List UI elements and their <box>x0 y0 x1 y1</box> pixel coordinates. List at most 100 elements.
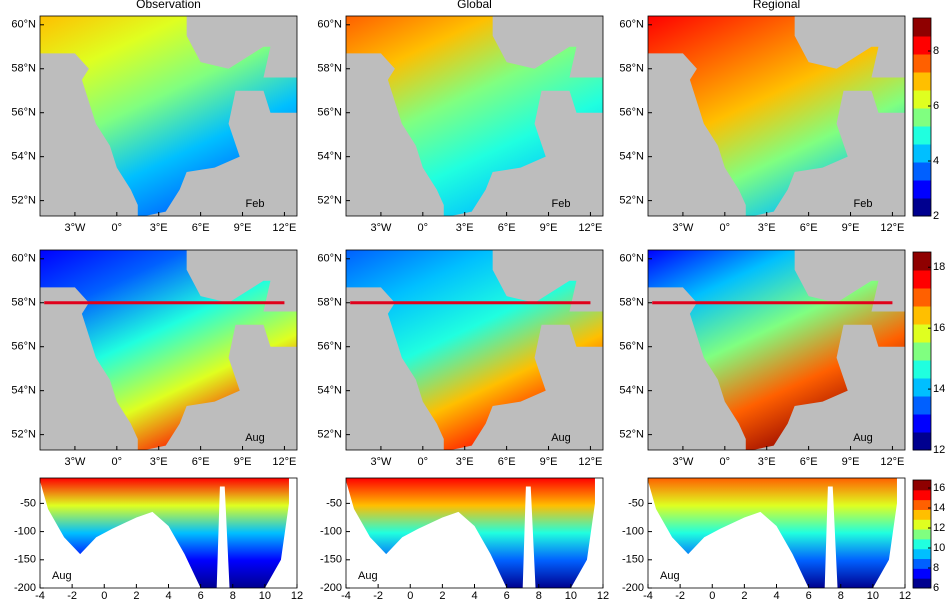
x-tick-label: 6°E <box>800 456 818 468</box>
colorbar-segment <box>913 288 931 307</box>
x-tick-label: 6°E <box>800 222 818 234</box>
sea-field <box>346 16 603 216</box>
x-tick-label: 12°E <box>578 456 602 468</box>
y-tick-label: 60°N <box>619 19 644 31</box>
y-tick-label: 56°N <box>317 341 342 353</box>
x-tick-label: 10 <box>259 590 271 601</box>
sea-field <box>40 16 297 216</box>
y-tick-label: 56°N <box>619 107 644 119</box>
x-tick-label: 6 <box>198 590 204 601</box>
x-tick-label: 0° <box>720 456 731 468</box>
y-tick-label: -100 <box>622 525 644 537</box>
colorbar-segment <box>913 108 931 127</box>
y-tick-label: 58°N <box>11 63 36 75</box>
colorbar-segment <box>913 499 931 510</box>
axes-frame <box>39 15 298 217</box>
y-tick-label: 54°N <box>11 385 36 397</box>
x-tick-label: 3°W <box>64 456 86 468</box>
x-tick-label: -4 <box>35 590 45 601</box>
x-tick-label: 3°E <box>758 222 776 234</box>
x-tick-label: 3°W <box>672 222 694 234</box>
colorbar-tick-label: 6 <box>933 582 939 594</box>
x-tick-label: 3°W <box>370 222 392 234</box>
y-tick-label: 60°N <box>317 19 342 31</box>
x-tick-label: 6°E <box>192 222 210 234</box>
colorbar-segment <box>913 54 931 73</box>
x-tick-label: 3°E <box>150 222 168 234</box>
x-tick-label: 0° <box>112 456 123 468</box>
y-tick-label: 54°N <box>317 151 342 163</box>
colorbar-segment <box>913 126 931 145</box>
panel-label: Aug <box>245 432 265 444</box>
colorbar-tick-label: 14 <box>933 502 945 514</box>
x-tick-label: 12°E <box>272 456 296 468</box>
x-tick-label: 2 <box>133 590 139 601</box>
y-tick-label: 54°N <box>11 151 36 163</box>
panel-label: Feb <box>552 198 571 210</box>
colorbar-tick-label: 18 <box>933 261 945 273</box>
x-tick-label: 10 <box>867 590 879 601</box>
sea-field <box>648 250 905 450</box>
axes-frame <box>647 15 906 217</box>
column-title: Global <box>457 0 492 11</box>
x-tick-label: 0 <box>407 590 413 601</box>
x-tick-label: -2 <box>67 590 77 601</box>
x-tick-label: 6 <box>504 590 510 601</box>
colorbar-segment <box>913 509 931 520</box>
y-tick-label: 60°N <box>619 253 644 265</box>
colorbar-frame <box>912 17 932 217</box>
x-tick-label: 0° <box>418 456 429 468</box>
y-tick-label: -50 <box>20 497 36 509</box>
colorbar-segment <box>913 18 931 37</box>
y-tick-label: 52°N <box>11 429 36 441</box>
axes-frame <box>345 249 604 451</box>
y-tick-label: 56°N <box>11 341 36 353</box>
x-tick-label: 3°W <box>370 456 392 468</box>
colorbar-frame <box>912 251 932 451</box>
colorbar-segment <box>913 519 931 530</box>
colorbar-tick-label: 2 <box>933 210 939 222</box>
x-tick-label: 0° <box>112 222 123 234</box>
y-tick-label: 52°N <box>619 429 644 441</box>
x-tick-label: 3°W <box>64 222 86 234</box>
x-tick-label: 4 <box>471 590 477 601</box>
x-tick-label: 3°E <box>150 456 168 468</box>
colorbar-segment <box>913 306 931 325</box>
y-tick-label: 56°N <box>317 107 342 119</box>
y-tick-label: 52°N <box>317 429 342 441</box>
axes-frame <box>345 15 604 217</box>
y-tick-label: -200 <box>320 582 342 594</box>
colorbar-segment <box>913 198 931 217</box>
colorbar-segment <box>913 144 931 163</box>
colorbar-segment <box>913 432 931 451</box>
x-tick-label: 12°E <box>272 222 296 234</box>
colorbar-segment <box>913 548 931 560</box>
colorbar-segment <box>913 578 931 589</box>
x-tick-label: 4 <box>165 590 171 601</box>
panel-label: Aug <box>52 570 72 582</box>
colorbar-segment <box>913 72 931 91</box>
x-tick-label: 0° <box>418 222 429 234</box>
panel-label: Feb <box>246 198 265 210</box>
x-tick-label: 8 <box>230 590 236 601</box>
colorbar-segment <box>913 252 931 271</box>
x-tick-label: 8 <box>838 590 844 601</box>
x-tick-label: -2 <box>373 590 383 601</box>
sea-field <box>346 250 603 450</box>
x-tick-label: 4 <box>773 590 779 601</box>
y-tick-label: 60°N <box>317 253 342 265</box>
x-tick-label: 6°E <box>498 456 516 468</box>
colorbar-segment <box>913 180 931 199</box>
x-tick-label: 10 <box>565 590 577 601</box>
colorbar-tick-label: 6 <box>933 100 939 112</box>
colorbar-segment <box>913 36 931 55</box>
y-tick-label: -200 <box>622 582 644 594</box>
section-field <box>346 478 595 588</box>
y-tick-label: -100 <box>14 525 36 537</box>
axes-frame <box>39 249 298 451</box>
x-tick-label: 6°E <box>192 456 210 468</box>
y-tick-label: 58°N <box>619 63 644 75</box>
y-tick-label: 58°N <box>619 297 644 309</box>
x-tick-label: 12 <box>597 590 609 601</box>
colorbar-segment <box>913 378 931 397</box>
